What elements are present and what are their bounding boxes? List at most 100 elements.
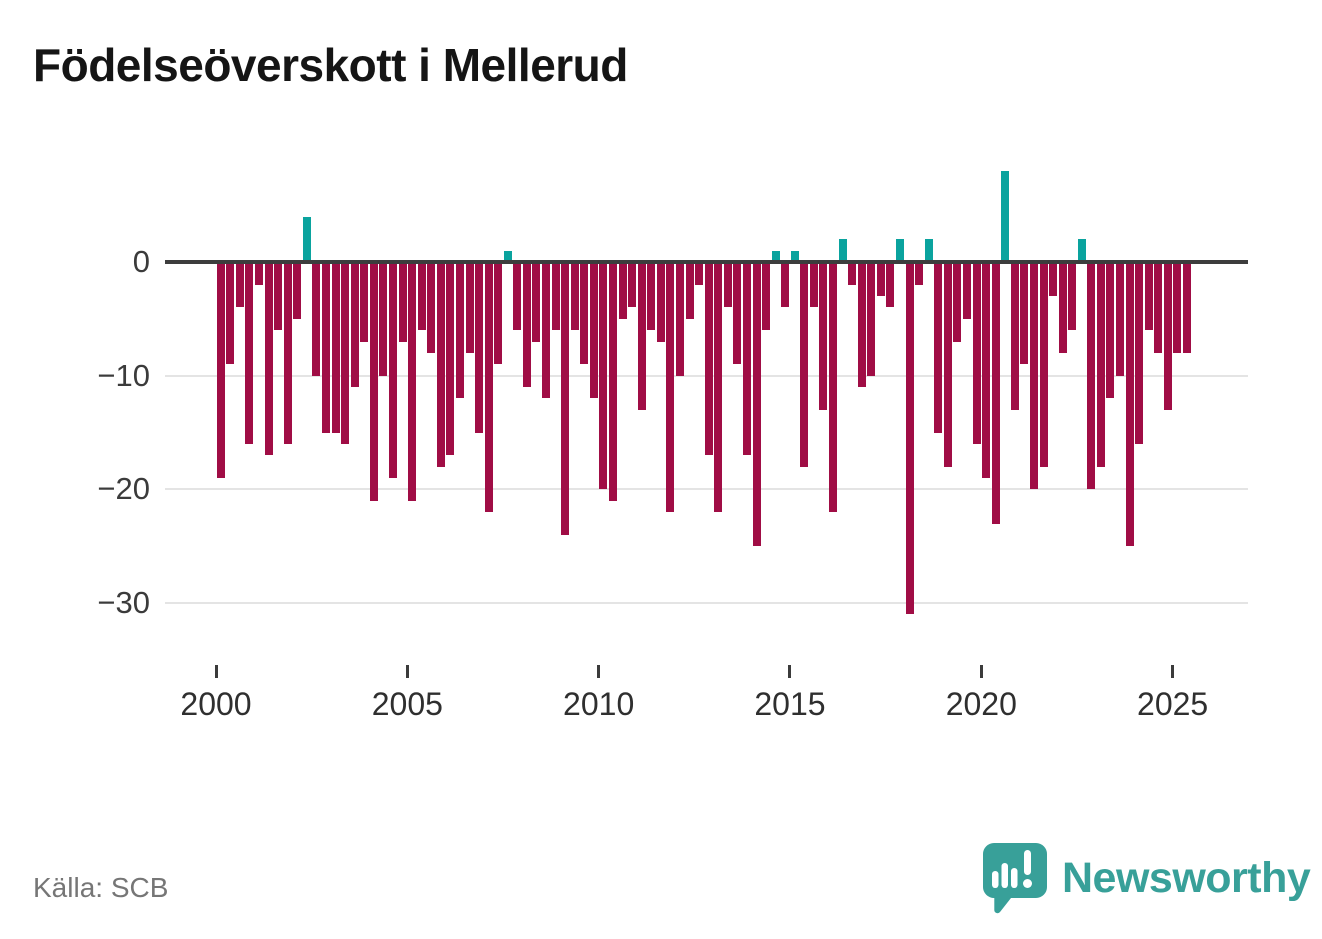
- page-title: Födelseöverskott i Mellerud: [33, 39, 628, 91]
- bar-2020K4: [1010, 262, 1019, 410]
- bar-2009K1: [561, 262, 570, 535]
- bar-2002K4: [322, 262, 331, 433]
- bar-2024K4: [1163, 262, 1172, 410]
- bar-2014K4: [781, 262, 790, 308]
- bar-2010K3: [618, 262, 627, 319]
- bar-2001K3: [274, 262, 283, 331]
- bar-2014K1: [752, 262, 761, 547]
- bar-2004K4: [398, 262, 407, 342]
- bar-2017K3: [886, 262, 895, 308]
- bar-2007K3: [503, 250, 512, 262]
- y-axis-label--10: −10: [97, 357, 150, 393]
- bar-2007K2: [494, 262, 503, 365]
- bar-2004K2: [379, 262, 388, 376]
- bar-2021K1: [1020, 262, 1029, 365]
- y-axis-label--30: −30: [97, 585, 150, 621]
- bar-2019K4: [972, 262, 981, 444]
- bar-2016K3: [848, 262, 857, 285]
- zero-line: [165, 260, 1248, 264]
- bar-2000K2: [226, 262, 235, 365]
- bar-2019K3: [962, 262, 971, 319]
- bar-2005K3: [427, 262, 436, 353]
- bar-2024K3: [1154, 262, 1163, 353]
- bar-2022K3: [1077, 239, 1086, 262]
- bar-2008K3: [542, 262, 551, 399]
- bar-2012K2: [685, 262, 694, 319]
- bar-2023K3: [1116, 262, 1125, 376]
- bar-2021K4: [1049, 262, 1058, 297]
- x-axis-label-2015: 2015: [754, 686, 826, 722]
- bar-2024K2: [1144, 262, 1153, 331]
- bar-2022K1: [1058, 262, 1067, 353]
- bar-2003K4: [360, 262, 369, 342]
- bar-2009K2: [570, 262, 579, 331]
- bar-2002K2: [302, 216, 311, 262]
- bar-2002K3: [312, 262, 321, 376]
- bar-2023K1: [1096, 262, 1105, 467]
- bar-2025K2: [1183, 262, 1191, 353]
- bar-2010K4: [628, 262, 637, 308]
- bar-2016K4: [857, 262, 866, 388]
- y-axis-label-0: 0: [132, 244, 150, 279]
- bar-2001K1: [255, 262, 264, 285]
- bar-2022K4: [1087, 262, 1096, 490]
- bar-2001K4: [283, 262, 292, 444]
- bar-2004K3: [388, 262, 397, 479]
- bar-2018K1: [905, 262, 914, 615]
- bar-2011K1: [637, 262, 646, 410]
- bar-2016K1: [829, 262, 838, 513]
- x-axis-label-2020: 2020: [945, 686, 1017, 722]
- bar-2007K4: [513, 262, 522, 331]
- bar-2008K2: [532, 262, 541, 342]
- bar-2025K1: [1173, 262, 1182, 353]
- bar-2015K1: [790, 250, 799, 262]
- y-axis-label--20: −20: [97, 471, 150, 507]
- newsworthy-wordmark: Newsworthy: [1062, 853, 1311, 902]
- bar-2012K3: [695, 262, 704, 285]
- bar-2021K3: [1039, 262, 1048, 467]
- bar-2013K4: [742, 262, 751, 456]
- bar-2010K1: [599, 262, 608, 490]
- bar-2003K2: [341, 262, 350, 444]
- bar-2014K3: [771, 250, 780, 262]
- bar-2019K1: [943, 262, 952, 467]
- bar-2019K2: [953, 262, 962, 342]
- x-axis-tick-2015: [788, 665, 792, 678]
- bar-2012K4: [704, 262, 713, 456]
- newsworthy-logo-icon: [983, 843, 1047, 914]
- bar-2003K3: [350, 262, 359, 388]
- bar-2016K2: [838, 239, 847, 262]
- bar-2015K3: [809, 262, 818, 308]
- bar-2011K2: [647, 262, 656, 331]
- bar-2023K2: [1106, 262, 1115, 399]
- bar-2021K2: [1029, 262, 1038, 490]
- bar-2023K4: [1125, 262, 1134, 547]
- bar-2000K3: [235, 262, 244, 308]
- bar-2009K4: [589, 262, 598, 399]
- bar-2018K3: [924, 239, 933, 262]
- bar-2013K3: [733, 262, 742, 365]
- bar-2006K4: [475, 262, 484, 433]
- bar-2013K2: [723, 262, 732, 308]
- bar-2020K1: [982, 262, 991, 479]
- bar-2020K2: [991, 262, 1000, 524]
- bar-2001K2: [264, 262, 273, 456]
- bar-2011K4: [666, 262, 675, 513]
- bar-2004K1: [369, 262, 378, 501]
- bar-2008K1: [522, 262, 531, 388]
- bar-2014K2: [762, 262, 771, 331]
- bar-2013K1: [714, 262, 723, 513]
- x-axis-label-2005: 2005: [371, 686, 443, 722]
- bar-2003K1: [331, 262, 340, 433]
- gridline--30: [165, 602, 1248, 605]
- bar-2006K2: [455, 262, 464, 399]
- bar-2024K1: [1135, 262, 1144, 444]
- x-axis-label-2000: 2000: [180, 686, 252, 722]
- x-axis-tick-2020: [979, 665, 983, 678]
- bar-2005K4: [436, 262, 445, 467]
- newsworthy-logo: Newsworthy: [980, 840, 1311, 916]
- bar-2008K4: [551, 262, 560, 331]
- x-axis-label-2010: 2010: [563, 686, 635, 722]
- bar-2007K1: [484, 262, 493, 513]
